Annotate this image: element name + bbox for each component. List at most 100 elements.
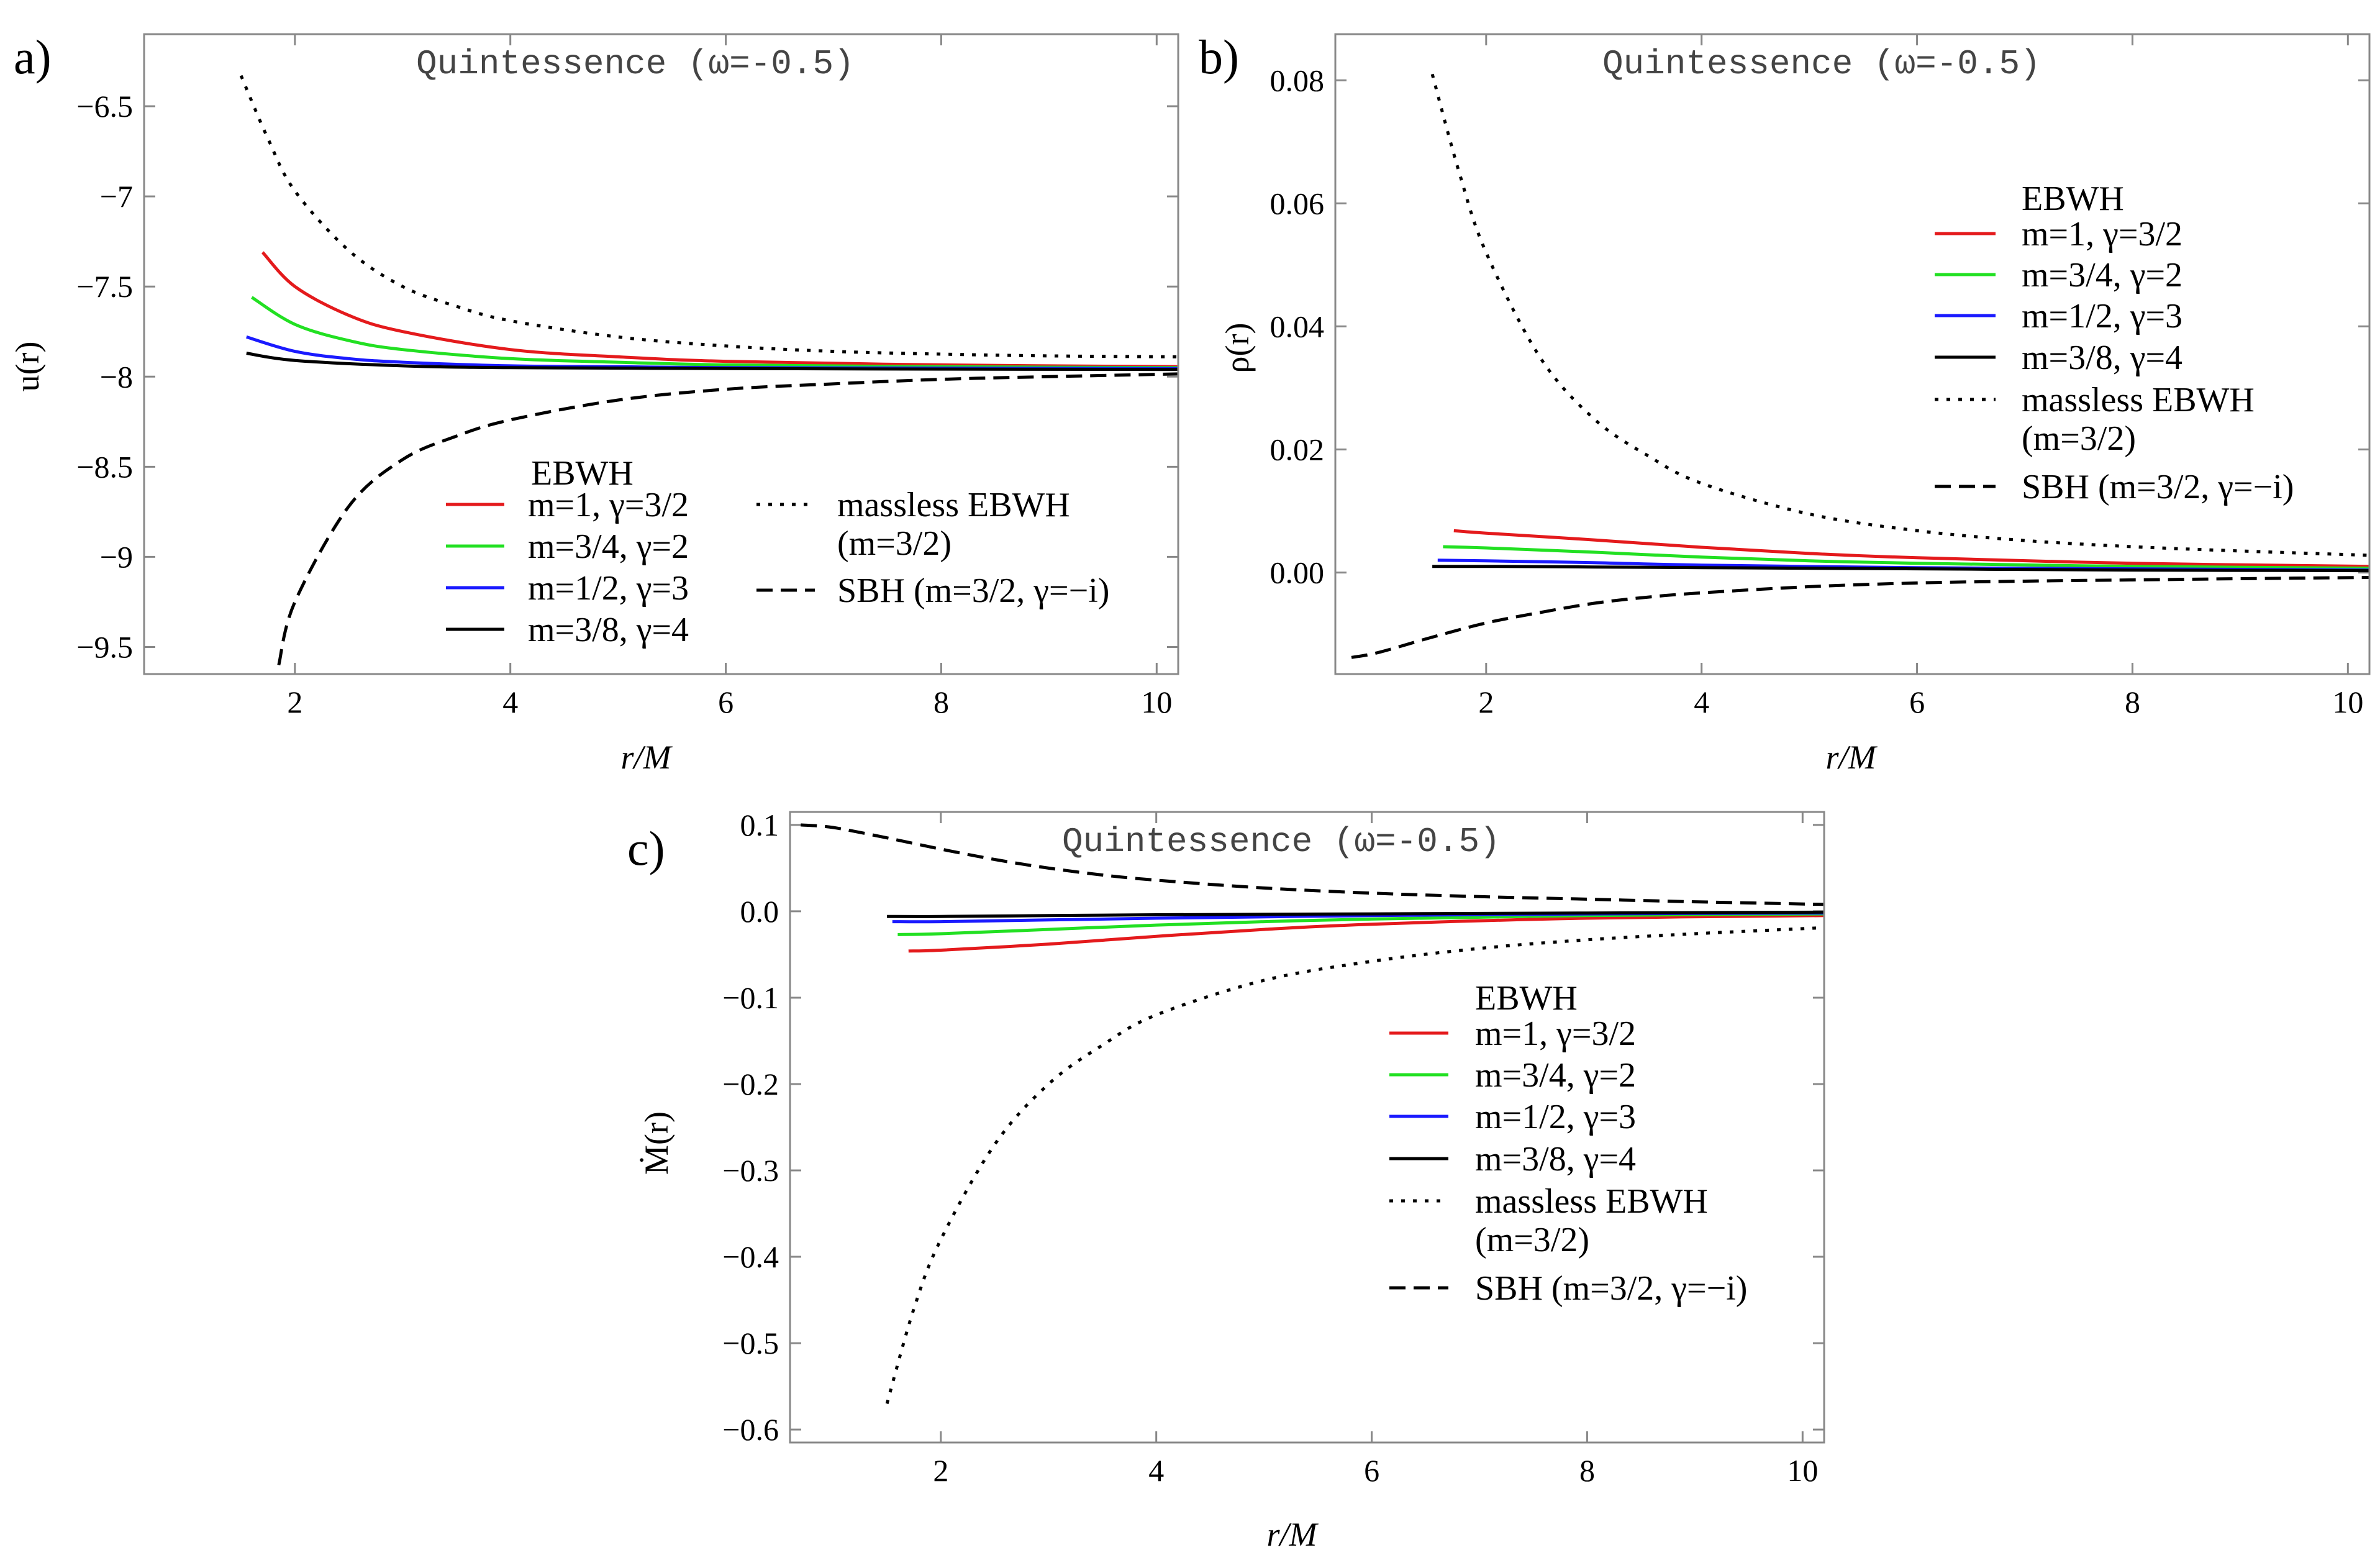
panel-label-b: b) <box>1199 30 1239 84</box>
x-tick-label-b-2: 2 <box>1478 685 1494 719</box>
legend-label-b-5: SBH (m=3/2, γ=−i) <box>2022 468 2294 506</box>
x-tick-label-a-10: 10 <box>1141 685 1172 719</box>
annotation-b: Quintessence (ω=-0.5) <box>1602 44 2041 84</box>
annotation-c: Quintessence (ω=-0.5) <box>1062 822 1501 862</box>
legend-label-a-3: m=3/8, γ=4 <box>528 611 689 649</box>
y-tick-label-c-6: −0.5 <box>722 1326 779 1361</box>
x-axis-title-b: r/M <box>1826 739 1878 776</box>
legend-title-c: EBWH <box>1475 979 1578 1018</box>
y-tick-label-b-1: 0.02 <box>1270 432 1325 467</box>
y-tick-label-a-6: −9.5 <box>76 629 133 664</box>
legend-label-c-5: SBH (m=3/2, γ=−i) <box>1475 1269 1747 1308</box>
x-tick-label-a-6: 6 <box>718 685 734 719</box>
legend-label-b-1: m=3/4, γ=2 <box>2022 256 2182 294</box>
y-tick-label-c-4: −0.3 <box>722 1153 779 1188</box>
x-tick-label-b-4: 4 <box>1694 685 1709 719</box>
series-line-c-0 <box>908 914 1825 953</box>
y-tick-label-b-4: 0.08 <box>1270 63 1325 98</box>
y-tick-label-a-3: −8 <box>100 359 133 394</box>
x-tick-label-c-4: 4 <box>1148 1453 1164 1488</box>
x-tick-label-c-10: 10 <box>1787 1453 1818 1488</box>
legend-label-b-4: massless EBWH <box>2022 381 2255 419</box>
series-line-a-0 <box>261 251 1179 368</box>
x-axis-title-c: r/M <box>1267 1516 1319 1553</box>
series-line-b-0 <box>1453 529 2370 568</box>
legend-label-c-0: m=1, γ=3/2 <box>1475 1014 1636 1053</box>
legend-label-c-2: m=1/2, γ=3 <box>1475 1098 1636 1136</box>
y-tick-label-a-1: −7 <box>100 179 133 214</box>
x-tick-label-a-4: 4 <box>502 685 518 719</box>
plot-frame-b <box>1334 33 2371 675</box>
legend-a: EBWH m=1, γ=3/2 m=3/4, γ=2 m=1/2, γ=3 m=… <box>446 454 1109 649</box>
plot-frame-c <box>789 811 1825 1444</box>
series-line-b-5 <box>1351 576 2370 659</box>
x-axis-title-a: r/M <box>621 739 673 776</box>
x-tick-label-b-10: 10 <box>2332 685 2363 719</box>
legend-label-c-1: m=3/4, γ=2 <box>1475 1056 1636 1095</box>
x-tick-label-c-2: 2 <box>933 1453 948 1488</box>
y-tick-label-b-2: 0.04 <box>1270 309 1325 344</box>
legend-label-b-4b: (m=3/2) <box>2022 419 2136 458</box>
legend-label-a-4: massless EBWH <box>837 486 1070 524</box>
legend-title-a: EBWH <box>531 454 634 493</box>
series-a <box>239 75 1179 666</box>
x-tick-label-b-6: 6 <box>1909 685 1925 719</box>
legend-label-a-4b: (m=3/2) <box>837 524 952 563</box>
y-tick-label-b-3: 0.06 <box>1270 186 1325 221</box>
y-tick-label-a-4: −8.5 <box>76 449 133 484</box>
panel-a: a) Quintessence (ω=-0.5) r/M u(r) 2 4 6 8 10… <box>9 30 1179 776</box>
legend-label-c-4: massless EBWH <box>1475 1182 1708 1221</box>
y-tick-label-a-0: −6.5 <box>76 89 133 124</box>
series-line-b-1 <box>1443 545 2370 570</box>
y-tick-label-c-3: −0.2 <box>722 1067 779 1101</box>
legend-label-a-1: m=3/4, γ=2 <box>528 527 689 566</box>
series-line-a-4 <box>239 75 1179 358</box>
series-line-c-3 <box>887 910 1825 918</box>
x-tick-label-c-6: 6 <box>1364 1453 1379 1488</box>
x-tick-label-a-8: 8 <box>933 685 949 719</box>
y-tick-label-c-5: −0.4 <box>722 1239 779 1274</box>
x-tick-label-b-8: 8 <box>2125 685 2140 719</box>
y-axis-title-a: u(r) <box>9 342 46 392</box>
series-line-b-3 <box>1432 565 2370 573</box>
annotation-a: Quintessence (ω=-0.5) <box>416 44 855 84</box>
legend-title-b: EBWH <box>2022 180 2124 218</box>
legend-label-b-2: m=1/2, γ=3 <box>2022 297 2182 335</box>
legend-label-a-0: m=1, γ=3/2 <box>528 486 689 524</box>
y-tick-label-c-2: −0.1 <box>722 980 779 1015</box>
panel-label-a: a) <box>14 30 52 84</box>
panel-label-c: c) <box>627 821 665 875</box>
y-tick-label-a-5: −9 <box>100 539 133 574</box>
y-tick-label-a-2: −7.5 <box>76 269 133 304</box>
series-c <box>801 823 1825 1405</box>
legend-label-c-3: m=3/8, γ=4 <box>1475 1140 1636 1178</box>
legend-c: EBWH m=1, γ=3/2 m=3/4, γ=2 m=1/2, γ=3 m=… <box>1389 979 1747 1308</box>
panel-c: c) Quintessence (ω=-0.5) r/M Ṁ(r) 2 4 6 8 10… <box>627 808 1825 1553</box>
y-axis-title-b: ρ(r) <box>1219 323 1256 373</box>
plot-frame-a <box>143 33 1179 675</box>
series-b <box>1351 73 2370 659</box>
x-tick-label-a-2: 2 <box>287 685 302 719</box>
ticks-a: 2 4 6 8 10 −6.5 −7 −7.5 −8 −8.5 −9 −9.5 <box>76 34 1178 719</box>
legend-label-b-3: m=3/8, γ=4 <box>2022 339 2182 377</box>
panel-b: b) Quintessence (ω=-0.5) r/M ρ(r) 2 4 6 8 10… <box>1199 30 2371 776</box>
legend-label-b-0: m=1, γ=3/2 <box>2022 215 2182 253</box>
ticks-b: 2 4 6 8 10 0.00 0.02 0.04 0.06 0.08 <box>1270 34 2369 719</box>
legend-label-a-2: m=1/2, γ=3 <box>528 569 689 608</box>
legend-label-a-5: SBH (m=3/2, γ=−i) <box>837 572 1109 610</box>
series-line-c-1 <box>897 912 1825 936</box>
y-tick-label-c-1: 0.0 <box>740 894 779 929</box>
y-tick-label-b-0: 0.00 <box>1270 555 1325 590</box>
series-line-a-3 <box>246 352 1179 371</box>
legend-label-c-4b: (m=3/2) <box>1475 1221 1589 1259</box>
x-tick-label-c-8: 8 <box>1579 1453 1595 1488</box>
y-axis-title-c: Ṁ(r) <box>638 1111 675 1175</box>
y-tick-label-c-7: −0.6 <box>722 1412 779 1447</box>
ticks-c: 2 4 6 8 10 0.1 0.0 −0.1 −0.2 −0.3 −0.4 −0.5 −0.6 <box>722 808 1824 1488</box>
y-tick-label-c-0: 0.1 <box>740 808 779 842</box>
legend-b: EBWH m=1, γ=3/2 m=3/4, γ=2 m=1/2, γ=3 m=… <box>1935 180 2294 506</box>
series-line-c-4 <box>885 926 1825 1405</box>
series-line-c-5 <box>801 823 1825 906</box>
